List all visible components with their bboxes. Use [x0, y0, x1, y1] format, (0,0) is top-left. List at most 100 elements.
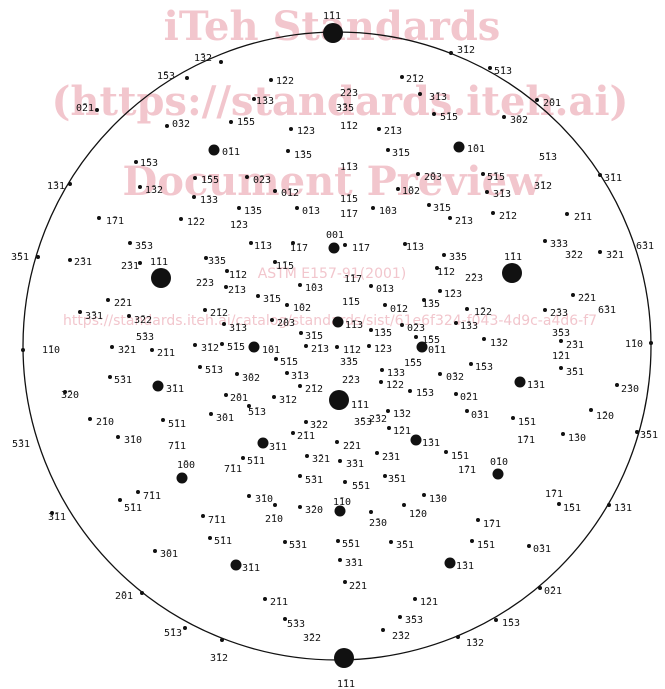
pole-label: 5̄11	[168, 419, 186, 430]
pole: 1̄30	[561, 432, 586, 444]
pole: 5̄15	[220, 342, 245, 353]
pole-marker	[273, 503, 277, 507]
pole-marker	[414, 335, 418, 339]
pole-label: 5̄13	[164, 628, 182, 639]
pole-label: 2̄13	[455, 216, 473, 227]
pole-label: 1̄11	[150, 257, 168, 268]
pole-label: 3̄13	[291, 371, 309, 382]
pole-label: 1̄51	[563, 503, 581, 514]
pole-label: 3̄15	[305, 331, 323, 342]
pole-label: 3̄15	[392, 148, 410, 159]
pole-label: 2̄03	[277, 318, 295, 329]
pole-label: 1̄22	[276, 76, 294, 87]
pole: 3̄12	[193, 343, 219, 354]
pole-marker	[413, 597, 417, 601]
pole: 3̄51	[11, 252, 40, 263]
pole-marker	[494, 618, 498, 622]
pole-label: 3̄20	[305, 505, 323, 516]
pole-marker	[36, 255, 40, 259]
pole-marker	[136, 490, 140, 494]
pole: 3̄11	[48, 511, 66, 523]
pole: 3̄22	[304, 420, 328, 431]
pole-marker	[511, 416, 515, 420]
pole: 2̄01	[535, 98, 561, 109]
pole: 2̄10	[265, 503, 283, 525]
pole-marker	[241, 456, 245, 460]
pole: 1̄35	[369, 328, 392, 339]
pole-marker	[422, 493, 426, 497]
pole-label: 2̄10	[96, 417, 114, 428]
pole: 3̄15	[427, 203, 451, 214]
pole-marker	[502, 115, 506, 119]
pole-marker	[283, 540, 287, 544]
pole-marker	[198, 365, 202, 369]
pole: 1̄20	[402, 503, 427, 520]
pole-marker	[304, 344, 308, 348]
pole-label: 1̄35	[374, 328, 392, 339]
pole: 1̄21	[413, 597, 438, 608]
pole: 0̄21	[538, 586, 562, 597]
pole-label: 5̄11	[124, 503, 142, 514]
pole: 1̄32	[194, 53, 223, 64]
pole: 1̄13	[332, 316, 363, 331]
pole-marker	[270, 318, 274, 322]
pole-label: 001	[326, 230, 344, 241]
pole: 1̄10	[333, 497, 351, 517]
pole-marker	[454, 392, 458, 396]
pole: 1̄23	[230, 220, 248, 231]
pole-label: 1̄11	[337, 679, 355, 689]
pole: 3̄20	[61, 390, 79, 401]
pole-marker	[383, 474, 387, 478]
pole: 5̄13	[247, 404, 266, 418]
pole-marker	[389, 540, 393, 544]
pole-marker	[273, 260, 277, 264]
pole: 3̄02	[235, 372, 260, 384]
pole-marker	[128, 241, 132, 245]
pole: 2̄23	[342, 375, 360, 386]
pole-label: 1̄35	[244, 206, 262, 217]
pole-marker	[557, 502, 561, 506]
pole-marker	[615, 383, 619, 387]
pole-label: 3̄22	[303, 633, 321, 644]
pole-marker	[442, 253, 446, 257]
pole-marker	[97, 216, 101, 220]
pole: 1̄53	[408, 388, 434, 399]
pole-label: 1̄21	[393, 426, 411, 437]
pole: 2̄01	[115, 591, 144, 602]
pole-label: 3̄21	[606, 250, 624, 261]
pole-label: 2̄01	[230, 393, 248, 404]
pole-label: 3̄53	[552, 328, 570, 339]
pole-label: 1̄53	[140, 158, 158, 169]
pole-label: 3̄51	[388, 474, 406, 485]
pole: 1̄51	[470, 539, 495, 551]
pole-marker	[435, 266, 439, 270]
pole-marker	[332, 316, 344, 328]
pole-label: 2̄23	[465, 273, 483, 284]
pole: 1̄13	[403, 242, 424, 253]
pole-marker	[400, 323, 404, 327]
pole: 1̄15	[342, 297, 360, 308]
pole-marker	[176, 472, 188, 484]
pole-label: 2̄23	[196, 278, 214, 289]
pole-label: 5̄51	[342, 539, 360, 550]
pole-label: 5̄13	[248, 407, 266, 418]
pole-marker	[299, 331, 303, 335]
pole-label: 0̄11	[222, 147, 240, 158]
pole-marker	[219, 60, 223, 64]
pole: 7̄11	[201, 514, 226, 526]
pole-label: 5̄31	[12, 439, 30, 450]
pole-marker	[220, 638, 224, 642]
pole: 3̄51	[559, 366, 584, 378]
pole-label: 1̄53	[475, 362, 493, 373]
pole-marker	[383, 303, 387, 307]
pole: 1̄11	[323, 11, 343, 43]
pole-label: 1̄55	[422, 335, 440, 346]
pole: 3̄31	[338, 558, 363, 569]
pole-marker	[110, 345, 114, 349]
pole-marker	[256, 294, 260, 298]
pole-marker	[438, 289, 442, 293]
pole-marker	[68, 182, 72, 186]
pole: 2̄12	[203, 308, 228, 319]
pole-marker	[454, 321, 458, 325]
